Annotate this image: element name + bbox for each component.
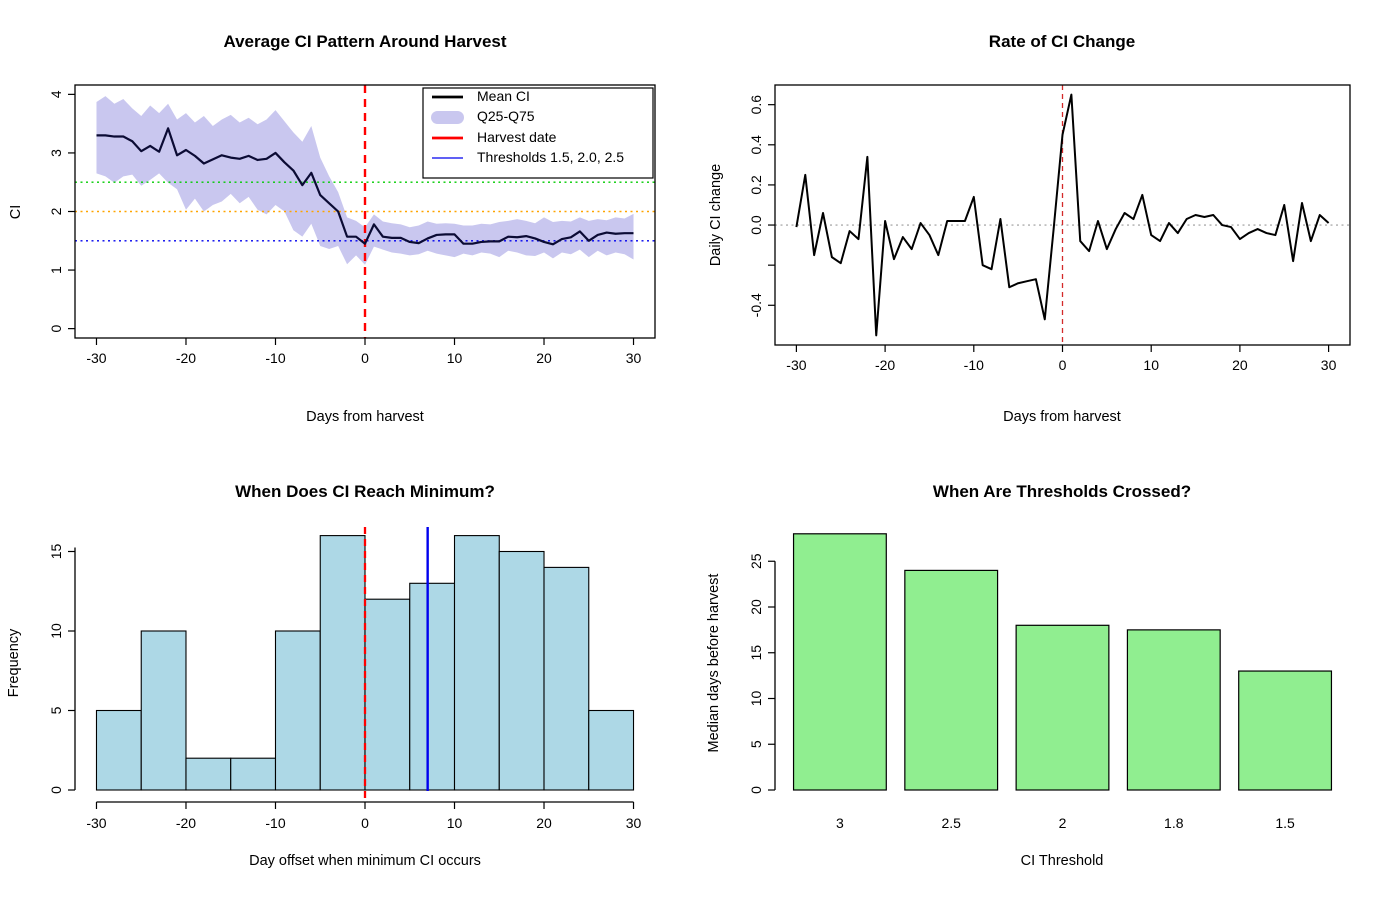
rate-of-change-chart: -30 -20 -10 0 10 20 30 -0.4 0.0 0.2 0.4 0.6 Rate of… bbox=[708, 32, 1351, 425]
histogram-bar bbox=[95, 709, 142, 791]
histogram-bar bbox=[543, 566, 590, 791]
x-tick-label: -10 bbox=[265, 815, 285, 831]
x-axis-label: Days from harvest bbox=[306, 409, 424, 425]
y-tick-label: 10 bbox=[48, 623, 64, 639]
y-tick-label: -0.4 bbox=[748, 293, 764, 317]
y-axis-label: Median days before harvest bbox=[706, 574, 722, 753]
bar-category-label: 3 bbox=[836, 815, 844, 831]
x-tick-label: -20 bbox=[875, 357, 895, 373]
x-tick-label: 20 bbox=[536, 350, 552, 366]
histogram-bar bbox=[319, 535, 366, 791]
y-tick-label: 3 bbox=[48, 149, 64, 157]
x-tick-label: 20 bbox=[536, 815, 552, 831]
legend-label: Mean CI bbox=[477, 88, 530, 104]
threshold-bar bbox=[1238, 670, 1333, 791]
y-tick-label: 0 bbox=[748, 786, 764, 794]
y-tick-label: 15 bbox=[748, 645, 764, 661]
minimum-histogram-chart: 0 5 10 15 -30 -20 -10 0 10 20 30 When Does CI Reac… bbox=[6, 482, 642, 869]
histogram-bar bbox=[588, 709, 635, 791]
histogram-bar bbox=[498, 550, 545, 791]
panel-rate-of-change: -30 -20 -10 0 10 20 30 -0.4 0.0 0.2 0.4 0.6 Rate of… bbox=[700, 0, 1400, 450]
x-tick-label: 30 bbox=[626, 350, 642, 366]
panel-average-ci-pattern: -30 -20 -10 0 10 20 30 0 1 2 3 4 Mean CI Q25-Q75 Harve… bbox=[0, 0, 700, 450]
histogram-bar bbox=[364, 598, 411, 791]
y-tick-label: 0 bbox=[48, 325, 64, 333]
y-tick-label: 5 bbox=[48, 706, 64, 714]
y-axis-label: CI bbox=[8, 205, 24, 220]
chart-title: Rate of CI Change bbox=[989, 32, 1135, 51]
panel-threshold-bars: 3 2.5 2 1.8 1.5 0 5 10 15 20 25 When Are Threshold… bbox=[700, 450, 1400, 900]
histogram-bar bbox=[274, 630, 321, 791]
y-tick-label: 4 bbox=[48, 90, 64, 98]
threshold-bar bbox=[1126, 629, 1221, 791]
y-tick-label: 20 bbox=[748, 599, 764, 615]
average-ci-plot-area: -30 -20 -10 0 10 20 30 0 1 2 3 4 Mean CI Q25-Q75 Harve… bbox=[48, 84, 656, 366]
threshold-bars-chart: 3 2.5 2 1.8 1.5 0 5 10 15 20 25 When Are Threshold… bbox=[706, 482, 1333, 869]
legend-label: Q25-Q75 bbox=[477, 108, 535, 124]
bar-category-label: 2.5 bbox=[941, 815, 961, 831]
x-tick-label: -10 bbox=[265, 350, 285, 366]
threshold-bar bbox=[1015, 624, 1110, 791]
bar-category-label: 2 bbox=[1059, 815, 1067, 831]
x-tick-label: -10 bbox=[964, 357, 984, 373]
legend-label: Thresholds 1.5, 2.0, 2.5 bbox=[477, 149, 624, 165]
x-tick-label: 0 bbox=[361, 350, 369, 366]
y-tick-label: 25 bbox=[748, 553, 764, 569]
x-tick-label: 10 bbox=[447, 350, 463, 366]
y-tick-label: 1 bbox=[48, 266, 64, 274]
y-tick-label: 0.0 bbox=[748, 215, 764, 235]
rate-plot-area: -30 -20 -10 0 10 20 30 -0.4 0.0 0.2 0.4 0.6 bbox=[748, 84, 1351, 373]
q25-q75-ribbon bbox=[96, 96, 634, 265]
threshold-bar bbox=[904, 569, 999, 791]
y-tick-label: 0.4 bbox=[748, 135, 764, 155]
y-tick-label: 0 bbox=[48, 786, 64, 794]
y-tick-label: 15 bbox=[48, 544, 64, 560]
x-tick-label: -30 bbox=[786, 357, 806, 373]
bar-category-label: 1.8 bbox=[1164, 815, 1184, 831]
y-axis-label: Daily CI change bbox=[708, 164, 724, 266]
y-tick-label: 2 bbox=[48, 207, 64, 215]
legend: Mean CI Q25-Q75 Harvest date Thresholds 1.5… bbox=[422, 87, 654, 179]
x-tick-label: -20 bbox=[176, 350, 196, 366]
threshold-bar bbox=[792, 533, 887, 791]
bar-category-label: 1.5 bbox=[1275, 815, 1295, 831]
legend-band-swatch bbox=[431, 111, 464, 124]
chart-title: Average CI Pattern Around Harvest bbox=[223, 32, 506, 51]
x-tick-label: 30 bbox=[626, 815, 642, 831]
histogram-bar bbox=[140, 630, 187, 791]
chart-title: When Does CI Reach Minimum? bbox=[235, 482, 495, 501]
histogram-bar bbox=[453, 535, 500, 791]
panel-minimum-histogram: 0 5 10 15 -30 -20 -10 0 10 20 30 When Does CI Reac… bbox=[0, 450, 700, 900]
x-tick-label: -30 bbox=[86, 815, 106, 831]
x-tick-label: 10 bbox=[447, 815, 463, 831]
x-tick-label: 20 bbox=[1232, 357, 1248, 373]
legend-label: Harvest date bbox=[477, 129, 557, 145]
bar-plot-area: 3 2.5 2 1.8 1.5 0 5 10 15 20 25 bbox=[748, 533, 1333, 831]
y-tick-label: 0.6 bbox=[748, 95, 764, 115]
x-tick-label: 10 bbox=[1143, 357, 1159, 373]
y-tick-label: 10 bbox=[748, 691, 764, 707]
x-tick-label: 30 bbox=[1321, 357, 1337, 373]
x-axis-label: Day offset when minimum CI occurs bbox=[249, 853, 481, 869]
x-tick-label: -30 bbox=[86, 350, 106, 366]
x-tick-label: 0 bbox=[361, 815, 369, 831]
x-axis-label: Days from harvest bbox=[1003, 409, 1121, 425]
histogram-bar bbox=[409, 582, 456, 791]
histogram-bar bbox=[185, 757, 232, 791]
average-ci-chart: -30 -20 -10 0 10 20 30 0 1 2 3 4 Mean CI Q25-Q75 Harve… bbox=[8, 32, 656, 425]
y-tick-label: 0.2 bbox=[748, 175, 764, 195]
legend-box bbox=[422, 87, 654, 179]
daily-ci-change-line bbox=[795, 93, 1330, 337]
x-tick-label: -20 bbox=[176, 815, 196, 831]
y-axis-label: Frequency bbox=[6, 628, 22, 697]
x-axis-label: CI Threshold bbox=[1021, 853, 1104, 869]
histogram-bar bbox=[230, 757, 277, 791]
histogram-plot-area: 0 5 10 15 -30 -20 -10 0 10 20 30 bbox=[48, 527, 642, 831]
y-tick-label: 5 bbox=[748, 740, 764, 748]
x-tick-label: 0 bbox=[1059, 357, 1067, 373]
chart-title: When Are Thresholds Crossed? bbox=[933, 482, 1191, 501]
mean-ci-line bbox=[96, 127, 634, 246]
